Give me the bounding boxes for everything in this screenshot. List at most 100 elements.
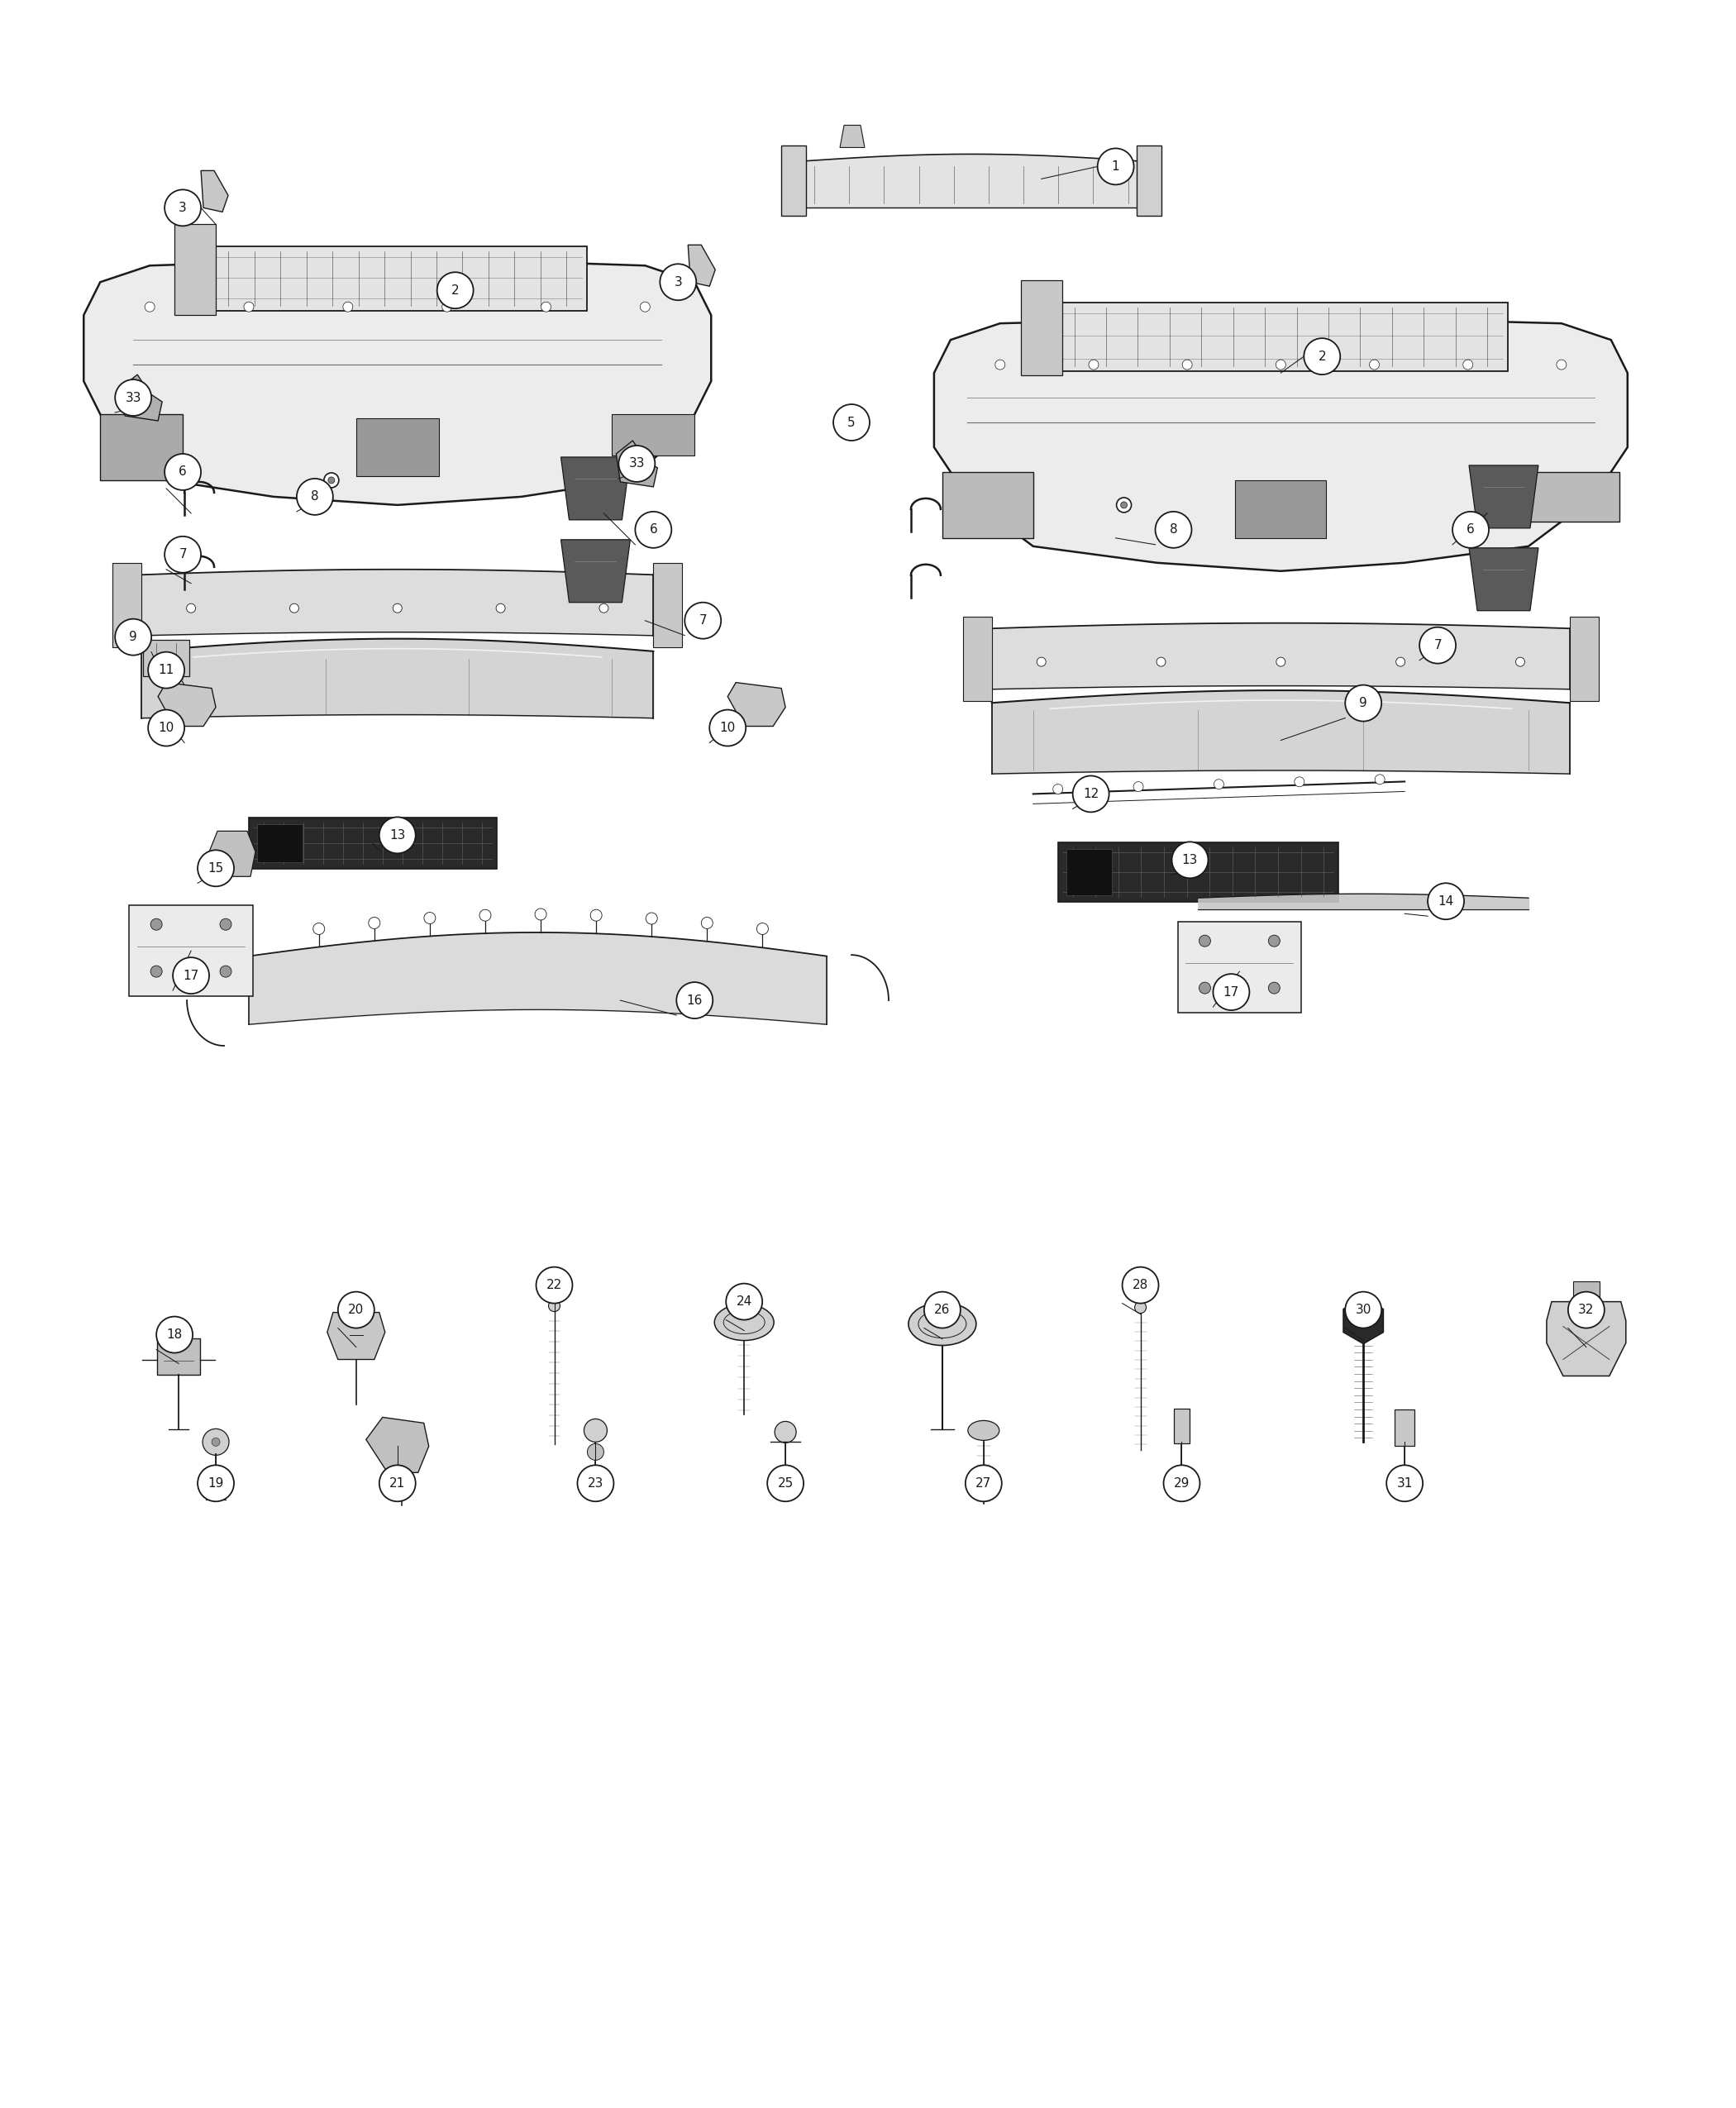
Circle shape: [1463, 360, 1472, 369]
Circle shape: [174, 957, 210, 993]
Polygon shape: [83, 261, 712, 506]
Text: 8: 8: [311, 491, 319, 504]
Ellipse shape: [969, 1421, 1000, 1440]
Text: 2: 2: [1318, 350, 1326, 363]
Text: 9: 9: [1359, 698, 1368, 708]
Circle shape: [1345, 685, 1382, 721]
Circle shape: [144, 301, 155, 312]
Circle shape: [1036, 658, 1045, 666]
Circle shape: [587, 1444, 604, 1461]
Circle shape: [701, 917, 713, 930]
Text: 8: 8: [1170, 523, 1177, 535]
Polygon shape: [113, 563, 142, 647]
Polygon shape: [210, 831, 255, 877]
Circle shape: [1213, 780, 1224, 788]
Bar: [1394, 1410, 1415, 1446]
Circle shape: [148, 651, 184, 689]
Circle shape: [115, 620, 151, 656]
Circle shape: [1073, 776, 1109, 812]
Circle shape: [1370, 360, 1380, 369]
Circle shape: [198, 1465, 234, 1501]
Polygon shape: [1569, 616, 1599, 700]
Circle shape: [1295, 778, 1304, 786]
Text: 17: 17: [182, 970, 200, 982]
Circle shape: [1276, 658, 1285, 666]
Circle shape: [1135, 1301, 1146, 1313]
Text: 3: 3: [674, 276, 682, 289]
Circle shape: [297, 479, 333, 514]
Circle shape: [290, 603, 299, 613]
Text: 29: 29: [1174, 1478, 1189, 1490]
Text: 1: 1: [1111, 160, 1120, 173]
Circle shape: [1200, 936, 1210, 946]
Text: 13: 13: [1182, 854, 1198, 866]
Text: 24: 24: [736, 1296, 752, 1307]
Polygon shape: [781, 145, 806, 215]
Bar: [142, 639, 189, 677]
Polygon shape: [1469, 466, 1538, 529]
Circle shape: [220, 919, 231, 930]
Circle shape: [618, 445, 654, 483]
Bar: [248, 818, 496, 868]
Circle shape: [479, 909, 491, 921]
Circle shape: [1116, 497, 1132, 512]
Circle shape: [151, 965, 161, 978]
Text: 17: 17: [1224, 987, 1240, 999]
Polygon shape: [653, 563, 682, 647]
Circle shape: [1097, 148, 1134, 186]
Circle shape: [590, 909, 602, 921]
Circle shape: [243, 301, 253, 312]
Text: 12: 12: [1083, 788, 1099, 801]
Circle shape: [1200, 982, 1210, 993]
Bar: [128, 906, 253, 997]
Polygon shape: [840, 124, 865, 148]
Text: 19: 19: [208, 1478, 224, 1490]
Circle shape: [186, 603, 196, 613]
Circle shape: [1121, 502, 1127, 508]
Circle shape: [1420, 628, 1457, 664]
Circle shape: [1427, 883, 1463, 919]
Polygon shape: [1547, 1301, 1627, 1377]
Circle shape: [1375, 774, 1385, 784]
Polygon shape: [1054, 301, 1509, 371]
Circle shape: [1163, 1465, 1200, 1501]
Circle shape: [965, 1465, 1002, 1501]
Text: 30: 30: [1356, 1303, 1371, 1315]
Text: 2: 2: [451, 285, 460, 297]
Circle shape: [535, 909, 547, 919]
Polygon shape: [101, 413, 182, 481]
Polygon shape: [943, 472, 1033, 538]
Circle shape: [710, 710, 746, 746]
Polygon shape: [1236, 481, 1326, 538]
Text: 33: 33: [628, 457, 644, 470]
Polygon shape: [208, 247, 587, 312]
Text: 3: 3: [179, 202, 187, 215]
Polygon shape: [1469, 548, 1538, 611]
Circle shape: [660, 264, 696, 299]
Polygon shape: [727, 683, 785, 727]
Circle shape: [165, 535, 201, 573]
Circle shape: [437, 272, 474, 308]
Circle shape: [1172, 841, 1208, 879]
Circle shape: [156, 1318, 193, 1353]
Text: 20: 20: [349, 1303, 365, 1315]
Text: 14: 14: [1437, 896, 1453, 906]
Text: 6: 6: [649, 523, 658, 535]
Text: 9: 9: [128, 630, 137, 643]
Circle shape: [424, 913, 436, 923]
Circle shape: [496, 603, 505, 613]
Circle shape: [325, 472, 339, 487]
Circle shape: [641, 301, 649, 312]
Circle shape: [151, 919, 161, 930]
Bar: [1573, 1282, 1599, 1301]
Polygon shape: [1021, 280, 1062, 375]
Text: 10: 10: [158, 721, 174, 734]
Ellipse shape: [908, 1303, 976, 1345]
Circle shape: [1269, 982, 1279, 993]
Circle shape: [677, 982, 713, 1018]
Polygon shape: [561, 457, 630, 521]
Polygon shape: [687, 245, 715, 287]
Circle shape: [203, 1429, 229, 1455]
Circle shape: [443, 301, 451, 312]
Circle shape: [115, 379, 151, 415]
